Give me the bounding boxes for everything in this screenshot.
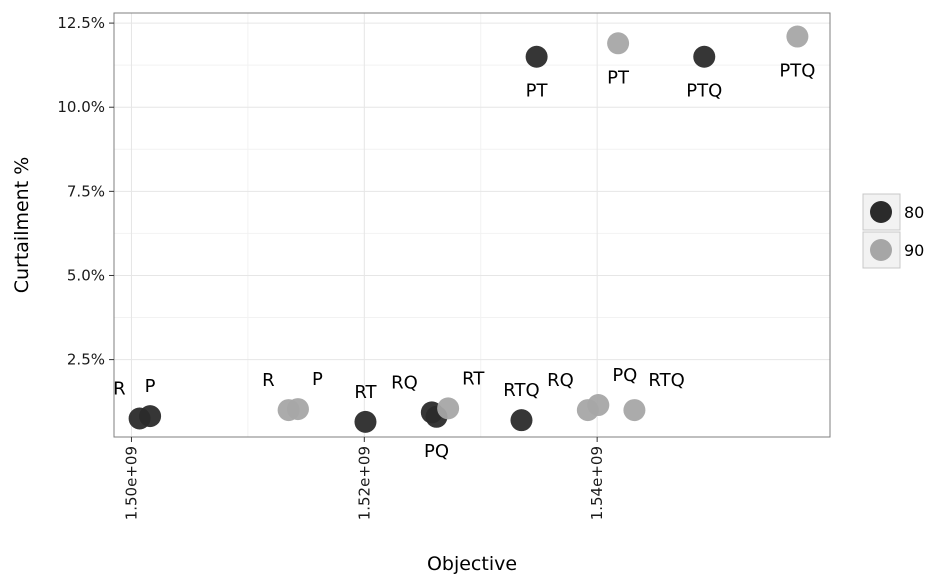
data-point-80 <box>139 405 162 428</box>
point-label: PTQ <box>779 61 815 82</box>
plot-panel-border <box>113 12 831 438</box>
point-label: RTQ <box>503 380 539 401</box>
point-label: RQ <box>391 372 418 393</box>
y-tick-label: 10.0% <box>57 98 105 116</box>
data-point-90 <box>286 398 309 421</box>
point-label: PQ <box>424 441 449 462</box>
data-point-90 <box>587 394 610 417</box>
data-point-80 <box>510 409 533 432</box>
point-label: RQ <box>547 370 574 391</box>
y-axis-title: Curtailment % <box>11 157 33 294</box>
y-tick-label: 2.5% <box>67 351 105 369</box>
data-point-90 <box>437 397 460 420</box>
y-tick-label: 5.0% <box>67 266 105 284</box>
point-label: R <box>113 378 126 399</box>
point-label: PTQ <box>686 81 722 102</box>
legend-key-dot-90 <box>870 239 892 261</box>
point-label: RT <box>354 382 377 403</box>
data-point-90 <box>786 25 809 48</box>
point-label: PQ <box>612 365 637 386</box>
y-tick-label: 12.5% <box>57 14 105 32</box>
data-point-80 <box>525 45 548 68</box>
point-label: PT <box>607 67 630 88</box>
data-point-80 <box>693 45 716 68</box>
legend: 80 90 <box>862 193 924 269</box>
grid <box>114 13 830 437</box>
point-label: RT <box>462 368 485 389</box>
legend-label-90: 90 <box>904 241 924 260</box>
axes: 2.5% 5.0% 7.5% 10.0% 12.5% 1.50e+09 1.52e+09 1.… <box>57 14 606 520</box>
x-tick-label: 1.54e+09 <box>588 446 606 520</box>
point-label: PT <box>526 81 549 102</box>
legend-label-80: 80 <box>904 203 924 222</box>
data-points <box>128 25 809 433</box>
point-label: P <box>145 376 156 397</box>
point-label: P <box>312 369 323 390</box>
x-axis-title: Objective <box>427 553 517 575</box>
legend-key-dot-80 <box>870 201 892 223</box>
point-label: RTQ <box>648 370 684 391</box>
data-point-90 <box>623 399 646 422</box>
x-tick-label: 1.52e+09 <box>355 446 373 520</box>
data-point-80 <box>354 410 377 433</box>
point-label: R <box>262 370 275 391</box>
y-tick-label: 7.5% <box>67 182 105 200</box>
data-point-90 <box>607 32 630 55</box>
x-tick-label: 1.50e+09 <box>122 446 140 520</box>
